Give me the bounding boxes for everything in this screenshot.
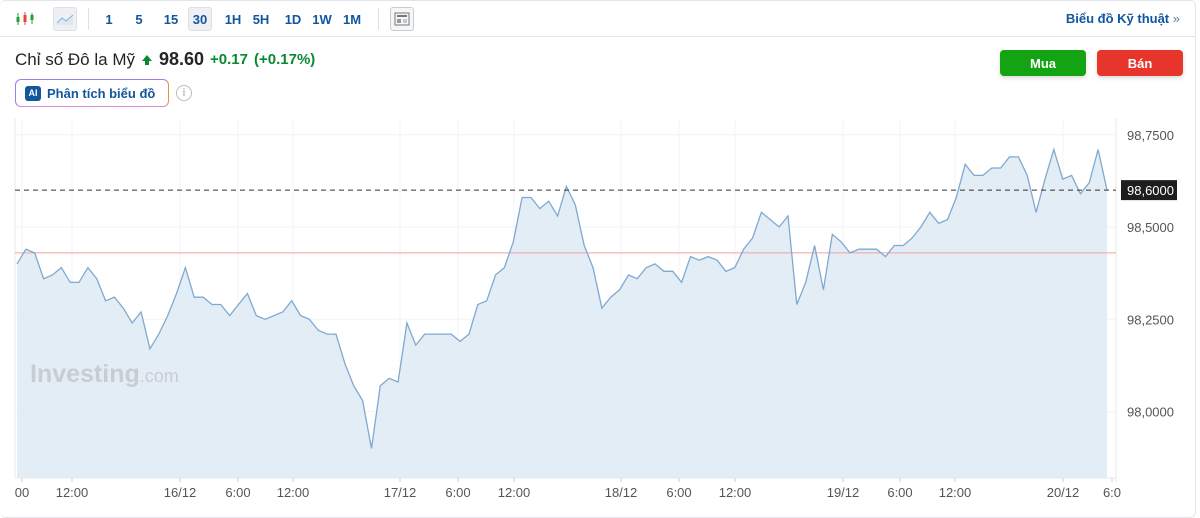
ai-chart-analysis-button[interactable]: AI Phân tích biểu đồ <box>15 79 169 107</box>
divider <box>88 8 89 30</box>
x-tick-label: 12:00 <box>498 485 531 500</box>
y-tick-label: 98,7500 <box>1127 128 1174 143</box>
y-tick-label: 98,5000 <box>1127 220 1174 235</box>
sell-button[interactable]: Bán <box>1097 50 1183 76</box>
x-tick-label: 18/12 <box>605 485 638 500</box>
interval-1W[interactable]: 1W <box>312 11 332 27</box>
interval-5H[interactable]: 5H <box>252 11 270 27</box>
arrow-up-icon <box>141 54 152 65</box>
x-tick-label: 19/12 <box>827 485 860 500</box>
x-tick-label: 6:00 <box>887 485 912 500</box>
area-chart-icon[interactable] <box>53 7 77 31</box>
info-icon[interactable]: i <box>176 85 192 101</box>
double-chevron-right-icon: » <box>1172 11 1180 26</box>
x-tick-label: 6:00 <box>225 485 250 500</box>
interval-30[interactable]: 30 <box>188 7 212 31</box>
interval-1H[interactable]: 1H <box>224 11 242 27</box>
x-tick-label: 6:00 <box>445 485 470 500</box>
technical-chart-label: Biểu đồ Kỹ thuật <box>1065 11 1170 26</box>
instrument-name: Chỉ số Đô la Mỹ <box>15 49 135 69</box>
area-fill <box>17 149 1107 478</box>
current-price-label: 98,6000 <box>1127 183 1174 198</box>
buy-button[interactable]: Mua <box>1000 50 1086 76</box>
interval-1D[interactable]: 1D <box>284 11 302 27</box>
divider <box>378 8 379 30</box>
interval-5[interactable]: 5 <box>135 11 143 27</box>
x-tick-label: 12:00 <box>277 485 310 500</box>
y-tick-label: 98,2500 <box>1127 312 1174 327</box>
technical-chart-link[interactable]: Biểu đồ Kỹ thuật » <box>1066 11 1180 26</box>
x-tick-label: 16/12 <box>164 485 197 500</box>
x-tick-label: 17/12 <box>384 485 417 500</box>
x-tick-label: 00 <box>15 485 29 500</box>
x-tick-label: 12:00 <box>56 485 89 500</box>
x-tick-label: 12:00 <box>939 485 972 500</box>
instrument-header: Chỉ số Đô la Mỹ 98.60 +0.17 (+0.17%) <box>15 49 315 70</box>
interval-1[interactable]: 1 <box>105 11 113 27</box>
x-tick-label: 20/12 <box>1047 485 1080 500</box>
chart-toolbar: 1 5 15 30 1H 5H 1D 1W 1M Biểu đồ Kỹ thuật » <box>0 0 1196 37</box>
price-change: +0.17 <box>210 51 248 68</box>
current-price-badge <box>1121 180 1177 201</box>
x-tick-label: 12:00 <box>719 485 752 500</box>
news-layout-icon[interactable] <box>390 7 414 31</box>
price-change-percent: (+0.17%) <box>254 51 316 68</box>
y-tick-label: 98,0000 <box>1127 405 1174 420</box>
interval-15[interactable]: 15 <box>163 11 179 27</box>
x-tick-label: 6:00 <box>666 485 691 500</box>
candlestick-icon[interactable] <box>12 7 38 31</box>
ai-button-label: Phân tích biểu đồ <box>47 85 156 101</box>
interval-1M[interactable]: 1M <box>342 11 362 27</box>
price-line <box>16 147 1108 449</box>
x-tick-label: 6:0 <box>1103 485 1121 500</box>
ai-icon: AI <box>25 85 41 101</box>
instrument-price: 98.60 <box>158 49 205 69</box>
